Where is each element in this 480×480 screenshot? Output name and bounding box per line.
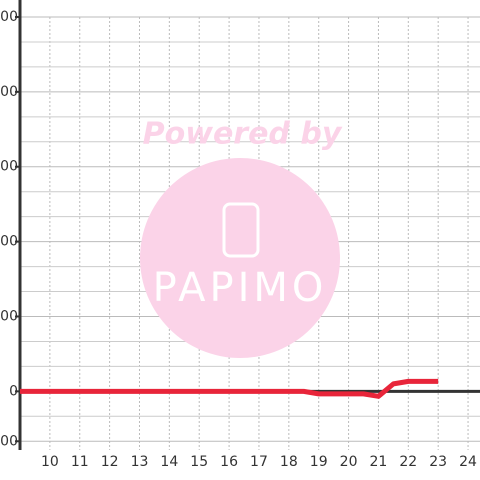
watermark-text: Powered by <box>143 117 343 152</box>
x-tick-label: 20 <box>340 454 358 470</box>
x-tick-label: 14 <box>160 454 178 470</box>
y-tick-label: 90,000 <box>0 159 18 175</box>
x-tick-label: 24 <box>459 454 477 470</box>
x-tick-label: 21 <box>370 454 388 470</box>
x-tick-label: 23 <box>429 454 447 470</box>
line-series <box>20 378 439 399</box>
x-tick-label: 10 <box>41 454 59 470</box>
x-tick-label: 16 <box>220 454 238 470</box>
y-tick-label: -20,000 <box>0 433 18 449</box>
x-tick-label: 18 <box>280 454 298 470</box>
y-tick-label: 120,000 <box>0 84 18 100</box>
watermark-circle <box>140 158 340 358</box>
y-tick-label: 150,000 <box>0 9 18 25</box>
watermark-logo: PAPIMO <box>153 265 328 311</box>
x-tick-label: 12 <box>101 454 119 470</box>
x-tick-label: 22 <box>399 454 417 470</box>
y-tick-label: 30,000 <box>0 308 18 324</box>
x-tick-label: 13 <box>131 454 149 470</box>
x-tick-label: 15 <box>190 454 208 470</box>
x-tick-label: 19 <box>310 454 328 470</box>
x-tick-label: 11 <box>71 454 89 470</box>
watermark-phone <box>222 202 260 258</box>
watermark: Powered by PAPIMO <box>140 117 343 358</box>
x-tick-label: 17 <box>250 454 268 470</box>
y-tick-label: 60,000 <box>0 234 18 250</box>
y-tick-label: 0 <box>9 383 18 399</box>
